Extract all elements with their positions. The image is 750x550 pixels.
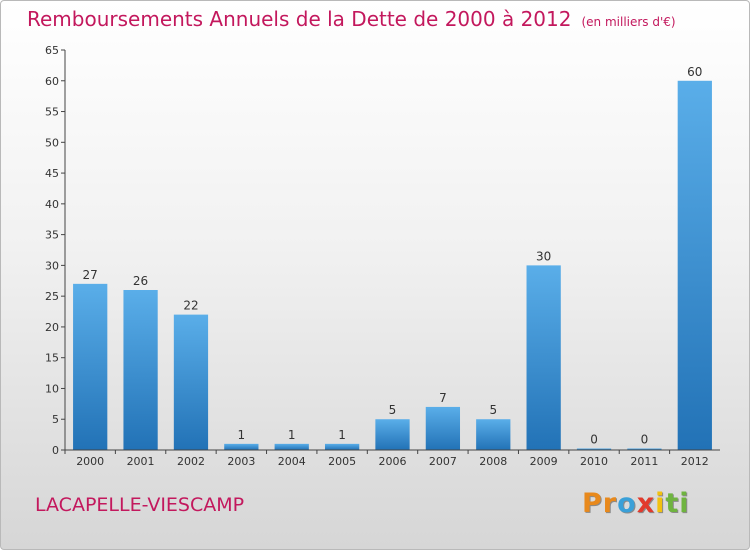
data-label: 5 — [389, 403, 397, 417]
brand-letter: r — [602, 488, 618, 519]
x-tick-label: 2005 — [328, 455, 356, 468]
data-label: 30 — [536, 249, 551, 263]
data-label: 1 — [338, 428, 346, 442]
data-label: 1 — [238, 428, 246, 442]
x-tick-label: 2009 — [530, 455, 558, 468]
brand-letter: P — [582, 488, 603, 519]
x-tick-label: 2010 — [580, 455, 608, 468]
bar — [375, 419, 410, 450]
data-label: 1 — [288, 428, 296, 442]
x-tick-label: 2006 — [379, 455, 407, 468]
brand-letter: x — [636, 488, 656, 519]
bar — [526, 265, 561, 450]
data-label: 22 — [183, 299, 198, 313]
y-tick-label: 35 — [45, 229, 59, 242]
y-tick-label: 10 — [45, 382, 59, 395]
y-tick-label: 25 — [45, 290, 59, 303]
bar — [627, 448, 662, 450]
bar — [173, 314, 209, 450]
y-tick-label: 20 — [45, 321, 59, 334]
data-label: 7 — [439, 391, 447, 405]
bar — [324, 443, 360, 450]
bar — [73, 283, 108, 450]
y-tick-label: 5 — [52, 413, 59, 426]
x-tick-label: 2012 — [681, 455, 709, 468]
y-tick-label: 30 — [45, 259, 59, 272]
commune-name: LACAPELLE-VIESCAMP — [35, 494, 245, 516]
y-tick-label: 0 — [52, 444, 59, 457]
brand-letter: t — [665, 488, 680, 519]
data-label: 27 — [83, 268, 98, 282]
chart-title: Remboursements Annuels de la Dette de 20… — [27, 7, 676, 31]
brand-letter: o — [617, 488, 637, 519]
title-unit: (en milliers d'€) — [581, 15, 676, 29]
bar — [476, 419, 511, 450]
x-tick-label: 2011 — [630, 455, 658, 468]
data-label: 60 — [687, 65, 702, 79]
bar — [425, 406, 461, 450]
brand-letter: i — [655, 488, 666, 519]
x-tick-label: 2003 — [227, 455, 255, 468]
data-label: 26 — [133, 274, 148, 288]
bar — [224, 443, 259, 450]
proxiti-logo: Proxiti — [582, 488, 690, 519]
x-tick-label: 2007 — [429, 455, 457, 468]
bar — [576, 448, 612, 450]
x-tick-label: 2000 — [76, 455, 104, 468]
bar — [677, 80, 712, 451]
x-tick-label: 2004 — [278, 455, 306, 468]
y-tick-label: 65 — [45, 44, 59, 57]
title-text: Remboursements Annuels de la Dette de 20… — [27, 7, 572, 31]
data-label: 0 — [641, 433, 649, 447]
y-tick-label: 40 — [45, 198, 59, 211]
y-tick-label: 15 — [45, 352, 59, 365]
x-tick-label: 2008 — [479, 455, 507, 468]
data-label: 0 — [590, 433, 598, 447]
bar — [123, 290, 158, 450]
y-tick-label: 50 — [45, 136, 59, 149]
x-tick-label: 2002 — [177, 455, 205, 468]
bar — [274, 443, 309, 450]
data-label: 5 — [489, 403, 497, 417]
brand-letter: i — [679, 488, 690, 519]
x-tick-label: 2001 — [127, 455, 155, 468]
y-tick-label: 60 — [45, 75, 59, 88]
y-tick-label: 55 — [45, 106, 59, 119]
y-tick-label: 45 — [45, 167, 59, 180]
